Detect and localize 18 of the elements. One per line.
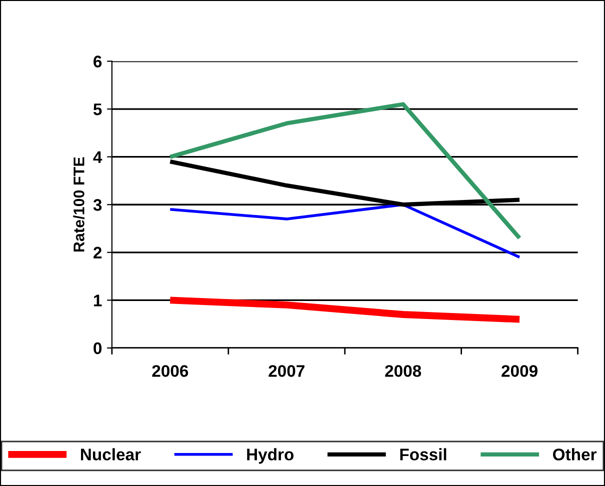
x-tick-label: 2007 — [268, 365, 304, 377]
line-series — [168, 102, 522, 240]
x-tick-label: 2009 — [502, 365, 538, 377]
y-tick-label: 5 — [93, 104, 102, 116]
y-axis-title: Rate/100 FTE — [73, 157, 85, 252]
y-tick-label: 0 — [94, 342, 102, 354]
y-tick-label: 6 — [94, 56, 102, 68]
y-tick-label: 4 — [93, 151, 102, 163]
legend-label: Nuclear — [81, 448, 141, 460]
x-tick-label: 2006 — [152, 365, 188, 377]
legend-label: Fossil — [400, 448, 446, 460]
legend-label: Other — [553, 448, 597, 460]
legend-label: Hydro — [247, 448, 294, 464]
y-tick-label: 2 — [94, 246, 102, 258]
y-tick-label: 1 — [94, 294, 102, 306]
line-series — [168, 203, 521, 259]
x-tick-label: 2008 — [385, 365, 422, 377]
y-tick-label: 3 — [93, 199, 102, 211]
